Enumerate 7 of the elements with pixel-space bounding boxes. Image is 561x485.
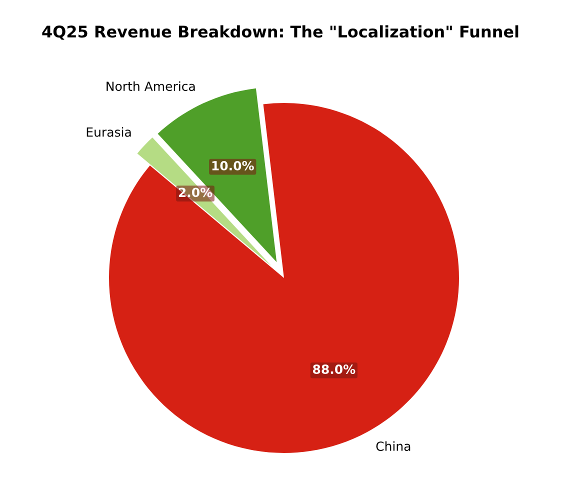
chart-title: 4Q25 Revenue Breakdown: The "Localization" Funnel <box>42 25 518 40</box>
data-label: 10.0% <box>212 160 254 170</box>
data-label: 88.0% <box>313 364 356 374</box>
data-label: 2.0% <box>178 188 212 198</box>
slice-label: Eurasia <box>86 127 131 137</box>
slice-label: North America <box>106 81 195 91</box>
slice-label: China <box>376 441 410 451</box>
